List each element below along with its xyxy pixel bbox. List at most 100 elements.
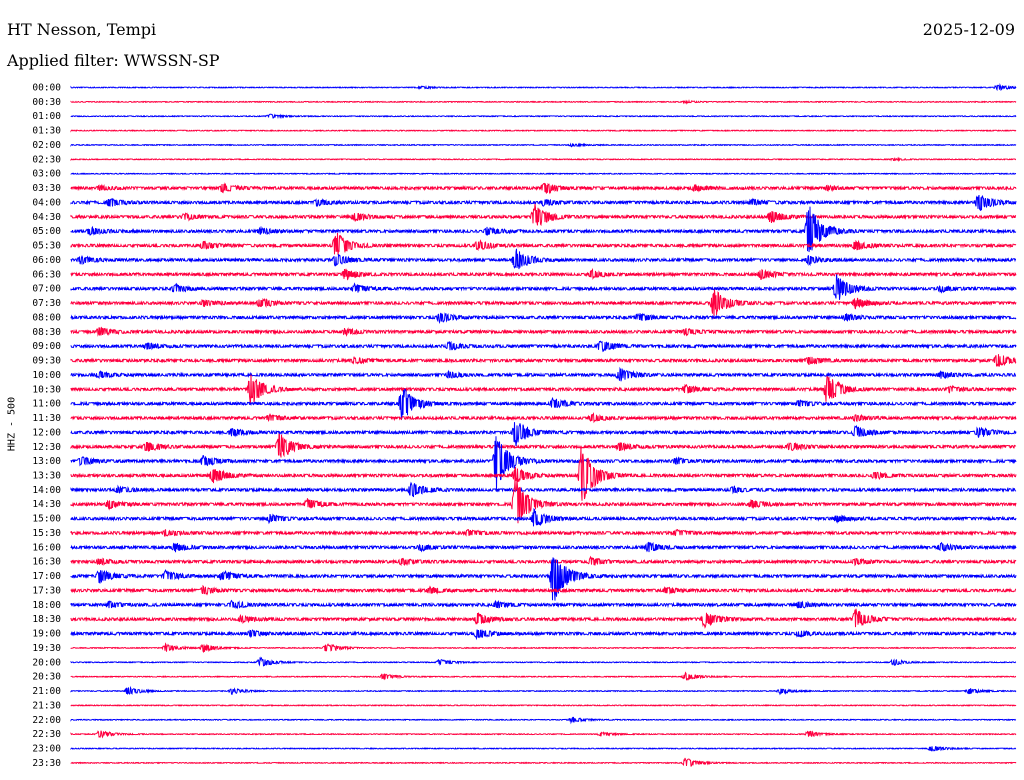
time-label: 18:00 [32, 600, 61, 611]
time-label: 13:30 [32, 470, 61, 481]
time-label: 19:00 [32, 629, 61, 640]
trace-line [70, 142, 1017, 148]
time-label: 12:00 [32, 427, 61, 438]
time-label: 04:00 [32, 197, 61, 208]
time-label: 02:30 [32, 154, 61, 165]
time-label: 23:00 [32, 744, 61, 755]
trace-line [70, 248, 1017, 270]
trace-line [70, 312, 1017, 325]
time-label: 13:00 [32, 456, 61, 467]
trace-line [70, 599, 1017, 610]
time-label: 03:30 [32, 183, 61, 194]
filter-label: Applied filter: WWSSN-SP [7, 51, 220, 70]
time-label: 20:00 [32, 657, 61, 668]
trace-line [70, 685, 1017, 696]
time-label: 06:00 [32, 255, 61, 266]
trace-line [70, 716, 1017, 725]
trace-line [70, 206, 1017, 253]
trace-line [70, 704, 1017, 707]
trace-line [70, 129, 1017, 133]
trace-line [70, 555, 1017, 567]
time-label: 08:00 [32, 312, 61, 323]
time-label: 00:30 [32, 97, 61, 108]
time-label: 05:00 [32, 226, 61, 237]
trace-line [70, 374, 1017, 404]
time-label: 01:00 [32, 111, 61, 122]
trace-line [70, 366, 1017, 382]
trace-line [70, 436, 1017, 492]
time-label: 21:00 [32, 686, 61, 697]
trace-line [70, 99, 1017, 105]
trace-line [70, 541, 1017, 553]
time-label: 14:30 [32, 499, 61, 510]
trace-line [70, 629, 1017, 641]
time-label: 23:30 [32, 758, 61, 769]
trace-line [70, 507, 1017, 527]
trace-line [70, 412, 1017, 424]
time-label: 19:30 [32, 643, 61, 654]
time-label: 12:30 [32, 442, 61, 453]
trace-line [70, 746, 1017, 752]
time-label: 22:30 [32, 729, 61, 740]
time-label: 16:00 [32, 542, 61, 553]
trace-line [70, 528, 1017, 538]
time-label: 22:00 [32, 715, 61, 726]
trace-line [70, 83, 1017, 92]
time-label: 18:30 [32, 614, 61, 625]
time-label: 16:30 [32, 557, 61, 568]
trace-line [70, 433, 1017, 458]
time-label: 11:00 [32, 399, 61, 410]
trace-line [70, 194, 1017, 211]
trace-line [70, 203, 1017, 227]
time-label: 05:30 [32, 241, 61, 252]
time-label: 14:00 [32, 485, 61, 496]
trace-line [70, 267, 1017, 281]
time-label: 09:00 [32, 341, 61, 352]
time-label: 15:30 [32, 528, 61, 539]
trace-line [70, 388, 1017, 421]
time-label: 09:30 [32, 356, 61, 367]
time-label: 03:00 [32, 169, 61, 180]
trace-line [70, 354, 1017, 367]
time-label: 11:30 [32, 413, 61, 424]
time-label: 10:30 [32, 384, 61, 395]
trace-line [70, 340, 1017, 353]
trace-line [70, 584, 1017, 596]
date-label: 2025-12-09 [922, 20, 1015, 39]
trace-line [70, 232, 1017, 255]
trace-line [70, 481, 1017, 498]
trace-line [70, 289, 1017, 319]
trace-line [70, 608, 1017, 629]
time-label: 00:00 [32, 83, 61, 94]
trace-line [70, 656, 1017, 667]
time-label: 21:30 [32, 700, 61, 711]
time-label: 07:00 [32, 284, 61, 295]
time-label: 04:30 [32, 212, 61, 223]
time-label: 17:00 [32, 571, 61, 582]
trace-line [70, 446, 1017, 501]
trace-line [70, 671, 1017, 681]
station-title: HT Nesson, Tempi [7, 20, 157, 39]
trace-line [70, 757, 1017, 767]
trace-line [70, 557, 1017, 601]
time-label: 01:30 [32, 126, 61, 137]
trace-line [70, 113, 1017, 120]
trace-line [70, 182, 1017, 195]
time-label: 06:30 [32, 269, 61, 280]
trace-line [70, 479, 1017, 524]
time-label: 07:30 [32, 298, 61, 309]
time-label: 02:00 [32, 140, 61, 151]
trace-line [70, 274, 1017, 300]
time-label: 20:30 [32, 672, 61, 683]
time-label: 10:00 [32, 370, 61, 381]
trace-line [70, 730, 1017, 739]
trace-line [70, 156, 1017, 163]
time-label: 08:30 [32, 327, 61, 338]
time-label: 17:30 [32, 585, 61, 596]
time-label: 15:00 [32, 514, 61, 525]
trace-line [70, 642, 1016, 654]
trace-line [70, 422, 1017, 446]
trace-line [70, 326, 1017, 337]
trace-line [70, 172, 1017, 176]
